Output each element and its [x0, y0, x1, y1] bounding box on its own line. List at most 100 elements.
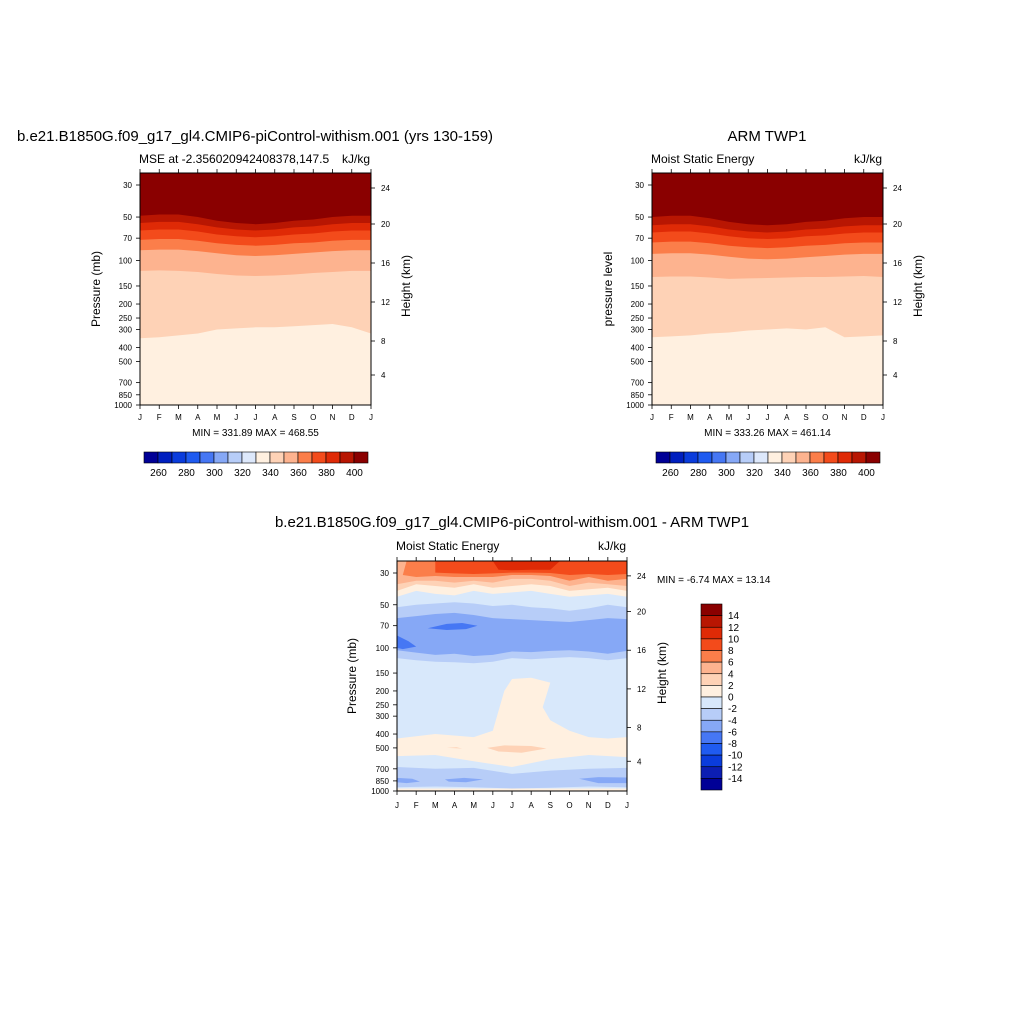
- height-tick-label: 20: [381, 220, 390, 229]
- colorbar-label: -4: [728, 716, 737, 727]
- y-tick-label: 500: [376, 744, 390, 753]
- y-tick-label: 400: [631, 344, 645, 353]
- y-tick-label: 250: [631, 314, 645, 323]
- y-tick-label: 700: [119, 379, 133, 388]
- y-tick-label: 30: [635, 181, 644, 190]
- contour-field-0: [140, 173, 371, 405]
- height-tick-label: 12: [381, 298, 390, 307]
- x-tick-label: M: [687, 413, 694, 422]
- colorbar-swatch: [700, 615, 723, 628]
- x-tick-label: M: [432, 801, 439, 810]
- x-tick-label: D: [605, 801, 611, 810]
- colorbar-swatch: [700, 696, 723, 709]
- x-tick-label: F: [414, 801, 419, 810]
- height-tick-label: 4: [637, 757, 642, 766]
- colorbar-label: -2: [728, 704, 737, 715]
- y-tick-label: 300: [376, 712, 390, 721]
- x-tick-label: A: [452, 801, 458, 810]
- height-tick-label: 4: [893, 371, 898, 380]
- x-tick-label: M: [175, 413, 182, 422]
- x-tick-label: M: [214, 413, 221, 422]
- height-axis-label: Height (km): [911, 255, 925, 317]
- cool-bottom-2: [397, 767, 627, 789]
- colorbar-label: -6: [728, 727, 737, 738]
- colorbar-swatch: [185, 451, 201, 464]
- height-tick-label: 16: [381, 259, 390, 268]
- x-tick-label: J: [395, 801, 399, 810]
- x-tick-label: J: [369, 413, 373, 422]
- colorbar-label: 2: [728, 681, 734, 692]
- cool-bottom-4c: [579, 777, 627, 784]
- height-tick-label: 4: [381, 371, 386, 380]
- height-tick-label: 8: [637, 724, 642, 733]
- colorbar-swatch: [767, 451, 783, 464]
- cool-bottom-4b: [444, 777, 484, 783]
- y-tick-label: 250: [119, 314, 133, 323]
- colorbar-label: 300: [718, 468, 735, 479]
- x-tick-label: O: [822, 413, 828, 422]
- left-subtitle: Moist Static Energy: [651, 152, 754, 166]
- y-tick-label: 250: [376, 701, 390, 710]
- x-tick-label: S: [291, 413, 296, 422]
- colorbar-swatch: [157, 451, 173, 464]
- x-tick-label: A: [195, 413, 201, 422]
- colorbar-swatch: [311, 451, 327, 464]
- colorbar-label: 280: [690, 468, 707, 479]
- colorbar-swatch: [700, 754, 723, 768]
- x-tick-label: M: [726, 413, 733, 422]
- right-subtitle: kJ/kg: [854, 152, 882, 166]
- y-tick-label: 850: [119, 391, 133, 400]
- colorbar-label: 340: [262, 468, 279, 479]
- colorbar-swatch: [227, 451, 243, 464]
- chart-title: b.e21.B1850G.f09_g17_gl4.CMIP6-piControl…: [17, 128, 493, 145]
- x-tick-label: M: [470, 801, 477, 810]
- y-tick-label: 400: [119, 344, 133, 353]
- y-tick-label: 1000: [626, 401, 644, 410]
- x-tick-label: S: [803, 413, 808, 422]
- x-tick-label: A: [707, 413, 713, 422]
- colorbar-swatch: [325, 451, 341, 464]
- x-tick-label: N: [842, 413, 848, 422]
- contour-field-1: [652, 173, 883, 405]
- height-tick-label: 24: [893, 184, 902, 193]
- colorbar-swatch: [700, 650, 723, 663]
- y-tick-label: 30: [123, 181, 132, 190]
- colorbar-label: 320: [746, 468, 763, 479]
- y-tick-label: 500: [631, 358, 645, 367]
- colorbar-swatch: [700, 719, 723, 733]
- x-tick-label: A: [784, 413, 790, 422]
- contour-band-400: [140, 173, 371, 225]
- x-tick-label: J: [234, 413, 238, 422]
- left-subtitle: Moist Static Energy: [396, 539, 499, 553]
- colorbar-swatch: [739, 451, 755, 464]
- chart-title: ARM TWP1: [728, 128, 807, 145]
- colorbar-swatch: [711, 451, 727, 464]
- colorbar-swatch: [199, 451, 215, 464]
- y-tick-label: 200: [631, 300, 645, 309]
- colorbar-swatch: [655, 451, 671, 464]
- colorbar-swatch: [725, 451, 741, 464]
- colorbar-label: 260: [662, 468, 679, 479]
- colorbar-label: -12: [728, 762, 743, 773]
- y-tick-label: 200: [376, 687, 390, 696]
- x-tick-label: O: [310, 413, 316, 422]
- colorbar-swatch: [700, 778, 723, 791]
- y-tick-label: 50: [123, 213, 132, 222]
- min-max-label: MIN = 333.26 MAX = 461.14: [704, 428, 831, 439]
- x-tick-label: J: [766, 413, 770, 422]
- y-tick-label: 100: [631, 257, 645, 266]
- height-axis-label: Height (km): [655, 642, 669, 704]
- y-tick-label: 500: [119, 358, 133, 367]
- colorbar-label: 14: [728, 611, 740, 622]
- min-max-label: MIN = 331.89 MAX = 468.55: [192, 428, 319, 439]
- warm-surface-0: [397, 788, 627, 791]
- warm-patch-2: [487, 745, 547, 753]
- colorbar-swatch: [700, 731, 723, 744]
- y-tick-label: 700: [631, 379, 645, 388]
- colorbar-swatch: [700, 743, 723, 756]
- x-tick-label: J: [650, 413, 654, 422]
- colorbar-label: 340: [774, 468, 791, 479]
- y-axis-label: Pressure (mb): [345, 638, 359, 714]
- x-tick-label: A: [528, 801, 534, 810]
- colorbar-label: 380: [830, 468, 847, 479]
